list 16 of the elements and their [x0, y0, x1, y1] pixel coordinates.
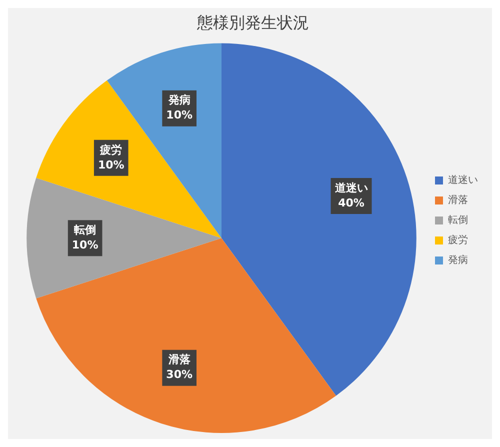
- data-label: 10%: [98, 158, 124, 172]
- slice-label: 転倒: [73, 223, 96, 236]
- data-label: 10%: [72, 238, 98, 252]
- slice-label: 道迷い: [334, 181, 368, 194]
- legend-label: 滑落: [448, 194, 468, 206]
- slice-label: 疲労: [99, 143, 122, 156]
- legend-label: 道迷い: [448, 174, 478, 186]
- chart-title: 態様別発生状況: [196, 12, 309, 32]
- legend-label: 疲労: [448, 234, 468, 246]
- legend-label: 発病: [448, 254, 468, 266]
- data-label: 10%: [166, 108, 193, 122]
- slice-label: 発病: [167, 94, 190, 107]
- data-label: 30%: [166, 368, 193, 382]
- legend-label: 転倒: [448, 215, 468, 226]
- slice-label: 滑落: [167, 353, 192, 366]
- data-label: 40%: [338, 196, 364, 210]
